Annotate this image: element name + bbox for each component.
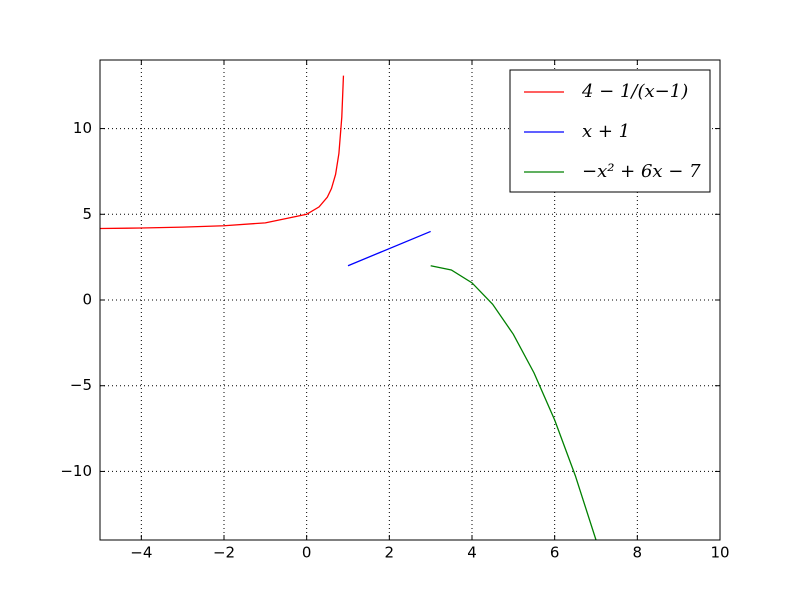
line — [430, 265, 597, 540]
y-tick-label: 5 — [82, 205, 92, 223]
y-tick-label: 0 — [82, 291, 92, 309]
line — [100, 75, 345, 230]
y-tick-label: −5 — [70, 376, 92, 394]
y-tick-label: −10 — [60, 462, 92, 480]
y-tick-label: 10 — [73, 119, 92, 137]
x-tick-label: 2 — [385, 544, 395, 562]
x-tick-label: −2 — [213, 544, 235, 562]
legend-text: 4 − 1/(x−1) — [581, 81, 688, 102]
plot-frame — [99, 59, 721, 541]
legend-text: −x² + 6x − 7 — [582, 161, 701, 182]
x-tick-label: −4 — [130, 544, 152, 562]
x-tick-label: 0 — [302, 544, 312, 562]
x-tick-label: 6 — [550, 544, 560, 562]
line — [347, 230, 431, 267]
x-tick-label: 10 — [710, 544, 729, 562]
x-tick-label: 4 — [467, 544, 477, 562]
legend-text: x + 1 — [582, 121, 630, 142]
x-tick-label: 8 — [633, 544, 643, 562]
